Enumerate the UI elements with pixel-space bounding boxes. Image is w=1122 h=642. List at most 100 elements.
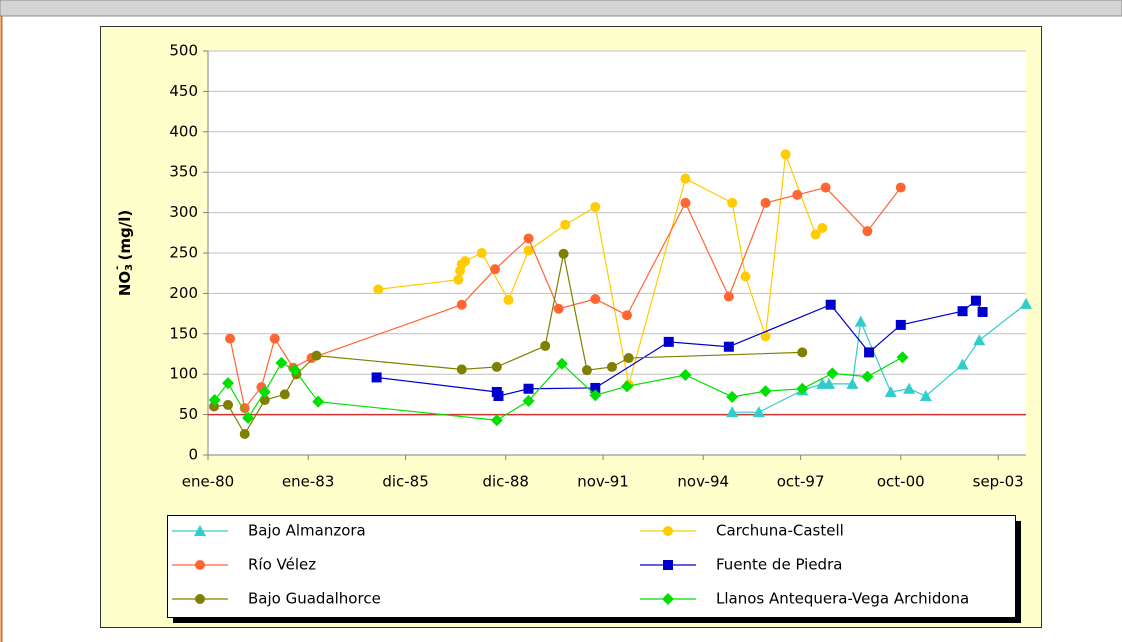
y-tick-label: 300: [169, 203, 198, 221]
y-tick-label: 200: [169, 284, 198, 302]
data-point: [476, 248, 487, 258]
data-point: [817, 222, 828, 233]
legend-label: Carchuna-Castell: [716, 522, 844, 540]
data-point: [825, 299, 836, 310]
data-point: [895, 319, 906, 330]
y-tick-label: 500: [169, 42, 198, 60]
data-point: [590, 382, 601, 393]
x-tick-label: ene-83: [282, 473, 334, 491]
data-point: [896, 351, 909, 364]
data-point: [854, 315, 867, 327]
data-point: [957, 306, 968, 317]
data-point: [590, 294, 601, 305]
data-point: [679, 369, 692, 382]
y-label-sub: 3: [124, 264, 135, 271]
y-label-base: NO: [116, 271, 134, 296]
data-point: [623, 353, 634, 364]
y-tick-label: 150: [169, 324, 198, 342]
legend-marker: [662, 593, 674, 605]
y-tick-label: 0: [188, 446, 198, 464]
data-point: [797, 347, 808, 358]
data-point: [919, 390, 932, 402]
y-tick-label: 450: [169, 82, 198, 100]
x-tick-label: oct-97: [777, 473, 825, 491]
data-point: [555, 357, 568, 370]
data-point: [279, 389, 290, 400]
x-tick-label: nov-94: [677, 473, 729, 491]
legend-marker: [663, 560, 673, 570]
data-point: [453, 274, 464, 285]
data-point: [796, 382, 809, 395]
data-point: [371, 372, 382, 383]
data-point: [862, 226, 873, 237]
data-point: [723, 341, 734, 352]
x-tick-label: dic-88: [482, 473, 528, 491]
data-point: [311, 350, 322, 361]
data-point: [792, 189, 803, 200]
data-point: [242, 411, 255, 424]
data-point: [558, 248, 569, 259]
data-point: [606, 361, 617, 372]
data-point: [760, 197, 771, 208]
data-point: [373, 284, 384, 295]
data-point: [491, 361, 502, 372]
legend-marker: [663, 526, 673, 536]
legend-marker: [195, 594, 205, 604]
data-point: [726, 406, 739, 418]
data-point: [820, 182, 831, 193]
data-point: [760, 331, 771, 342]
data-point: [239, 428, 250, 439]
legend-label: Fuente de Piedra: [716, 556, 842, 574]
data-point: [503, 294, 514, 305]
data-point: [864, 347, 875, 358]
y-tick-label: 50: [179, 405, 198, 423]
data-point: [493, 391, 504, 402]
x-tick-label: sep-03: [973, 473, 1024, 491]
data-point: [208, 394, 221, 407]
data-point: [540, 340, 551, 351]
data-point: [759, 385, 772, 398]
data-point: [589, 389, 602, 402]
data-point: [523, 383, 534, 394]
y-tick-label: 400: [169, 122, 198, 140]
legend-label: Bajo Guadalhorce: [248, 590, 381, 608]
data-point: [553, 303, 564, 314]
data-point: [1020, 297, 1032, 309]
top-bar: [0, 0, 1122, 17]
data-point: [663, 336, 674, 347]
data-point: [269, 333, 280, 344]
x-tick-label: dic-85: [382, 473, 428, 491]
legend-label: Río Vélez: [248, 556, 316, 574]
legend-label: Bajo Almanzora: [248, 522, 366, 540]
legend-marker: [195, 560, 205, 570]
data-point: [727, 197, 738, 208]
data-point: [726, 390, 739, 403]
data-point: [956, 358, 969, 370]
data-point: [861, 370, 874, 383]
data-point: [456, 299, 467, 310]
data-point: [884, 385, 897, 397]
data-point: [823, 377, 836, 389]
data-point: [522, 394, 535, 407]
data-point: [621, 380, 634, 393]
y-label-unit: (mg/l): [116, 210, 134, 266]
data-point: [590, 201, 601, 212]
data-point: [826, 367, 839, 380]
data-point: [810, 229, 821, 240]
data-point: [223, 399, 234, 410]
data-point: [970, 295, 981, 306]
data-point: [490, 414, 503, 427]
data-point: [723, 291, 734, 302]
data-point: [977, 306, 988, 317]
data-point: [846, 377, 859, 389]
legend-label: Llanos Antequera-Vega Archidona: [716, 590, 969, 608]
legend-marker: [194, 525, 206, 536]
data-point: [523, 245, 534, 256]
data-point: [222, 377, 235, 390]
data-point: [523, 233, 534, 244]
data-point: [456, 364, 467, 375]
x-tick-label: oct-00: [877, 473, 925, 491]
data-point: [903, 382, 916, 394]
data-point: [225, 333, 236, 344]
